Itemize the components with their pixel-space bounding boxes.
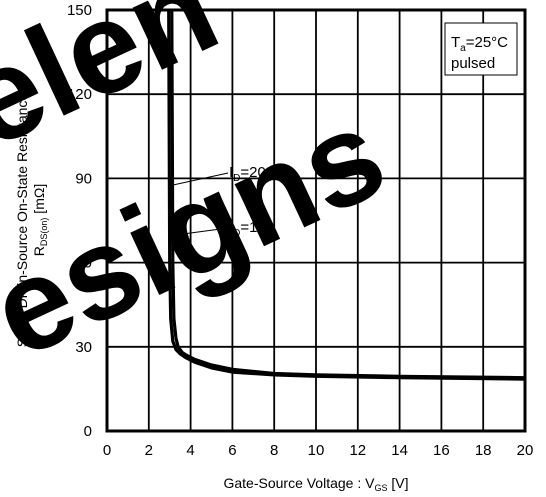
data-curves: [167, 9, 526, 381]
series-label-10a-rest: =10A: [240, 219, 275, 236]
y-axis-label-line-2: RDS(on) [mΩ]: [31, 184, 49, 256]
y-axis-label-sub: DS(on): [39, 218, 49, 247]
y-axis-label-unit: [mΩ]: [31, 184, 47, 218]
series-label-20a-rest: =20A: [240, 164, 275, 181]
series-label-10a-main: I: [229, 219, 233, 236]
series-label-20a: ID=20A: [172, 164, 276, 186]
y-tick-label: 30: [75, 339, 92, 356]
legend-pulsed: pulsed: [451, 55, 495, 72]
x-axis-label: Gate-Source Voltage : VGS [V]: [223, 475, 408, 493]
leader-10a: [167, 227, 229, 237]
series-label-20a-sub: D: [233, 173, 240, 184]
legend-temp: Ta=25°C: [451, 34, 508, 54]
legend-temp-main: T: [451, 34, 460, 51]
x-tick-label: 10: [308, 442, 325, 459]
x-tick-label: 0: [103, 442, 111, 459]
x-tick-label: 2: [145, 442, 153, 459]
y-axis-label-main: R: [31, 246, 47, 256]
x-axis-label-sub: GS: [374, 483, 387, 493]
y-tick-label: 0: [84, 423, 92, 440]
series-label-10a: ID=10A: [167, 219, 276, 239]
x-tick-label: 8: [270, 442, 278, 459]
x-tick-label: 14: [391, 442, 408, 459]
legend-temp-sub: a: [460, 43, 466, 54]
y-tick-labels: 0 30 60 90 120 150: [67, 2, 92, 440]
series-label-10a-sub: D: [233, 228, 240, 239]
y-tick-label: 150: [67, 2, 92, 19]
plot-frame: [105, 8, 527, 433]
legend-temp-rest: =25°C: [466, 34, 508, 51]
legend-box: Ta=25°C pulsed: [444, 22, 518, 76]
x-tick-label: 12: [349, 442, 366, 459]
leader-20a: [172, 172, 229, 186]
x-tick-label: 16: [433, 442, 450, 459]
series-label-10a-text: ID=10A: [229, 219, 276, 239]
watermark: elen esigns: [0, 0, 405, 385]
y-tick-label: 60: [75, 255, 92, 272]
series-label-20a-main: I: [229, 164, 233, 181]
y-tick-label: 120: [67, 86, 92, 103]
series-line-10a: [167, 9, 526, 381]
x-tick-label: 18: [475, 442, 492, 459]
x-tick-label: 6: [228, 442, 236, 459]
y-axis-label-line-1: Static Drain-Source On-State Resistance: [14, 93, 30, 348]
x-tick-labels: 0 2 4 6 8 10 12 14 16 18 20: [103, 442, 534, 459]
x-axis-label-unit: [V]: [387, 475, 408, 491]
y-tick-label: 90: [75, 170, 92, 187]
legend-frame: [444, 22, 518, 76]
x-axis-label-main: Gate-Source Voltage : V: [223, 475, 375, 491]
x-tick-label: 4: [186, 442, 194, 459]
x-tick-label: 20: [517, 442, 534, 459]
series-label-20a-text: ID=20A: [229, 164, 276, 184]
